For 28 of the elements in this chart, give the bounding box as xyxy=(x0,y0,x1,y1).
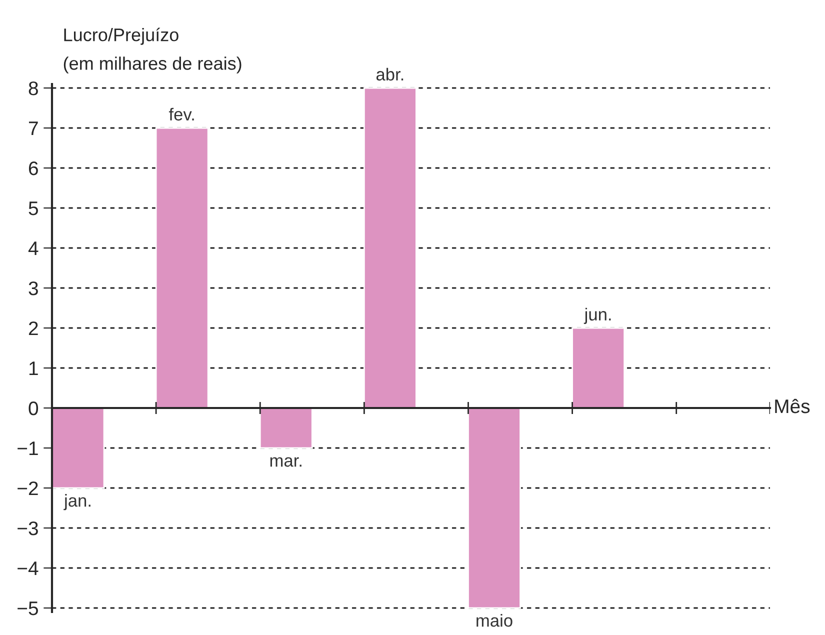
x-tick-label: maio xyxy=(476,614,512,627)
x-tick-label: jun. xyxy=(584,308,611,324)
y-tick-label: 3 xyxy=(28,281,38,296)
bar xyxy=(468,407,521,609)
bar xyxy=(259,407,313,449)
y-tick-label: −4 xyxy=(18,562,38,576)
x-tick-label: mar. xyxy=(270,457,302,467)
bar xyxy=(155,127,209,409)
x-tick-label: abr. xyxy=(376,68,404,81)
bar xyxy=(572,327,626,409)
y-tick-label: −1 xyxy=(18,442,38,456)
y-tick-label: 2 xyxy=(28,321,38,336)
y-tick-label: 5 xyxy=(28,202,38,216)
y-tick-label: 8 xyxy=(28,81,38,96)
y-axis-title: Lucro/Prejuízo (em milhares de reais) xyxy=(64,28,242,74)
x-tick-label: jan. xyxy=(64,494,90,510)
y-tick-label: 1 xyxy=(29,362,38,376)
y-tick-label: −2 xyxy=(18,481,38,496)
y-tick-label: 4 xyxy=(28,242,38,256)
x-axis-title: Mês xyxy=(775,398,810,414)
y-tick-label: 0 xyxy=(28,401,38,416)
y-tick-label: −5 xyxy=(18,602,38,616)
bar xyxy=(52,407,105,489)
y-tick-label: −3 xyxy=(18,521,38,536)
x-tick-label: fev. xyxy=(168,108,194,121)
y-tick-label: 7 xyxy=(28,122,38,136)
y-tick-label: 6 xyxy=(28,161,38,176)
bar xyxy=(363,87,417,409)
